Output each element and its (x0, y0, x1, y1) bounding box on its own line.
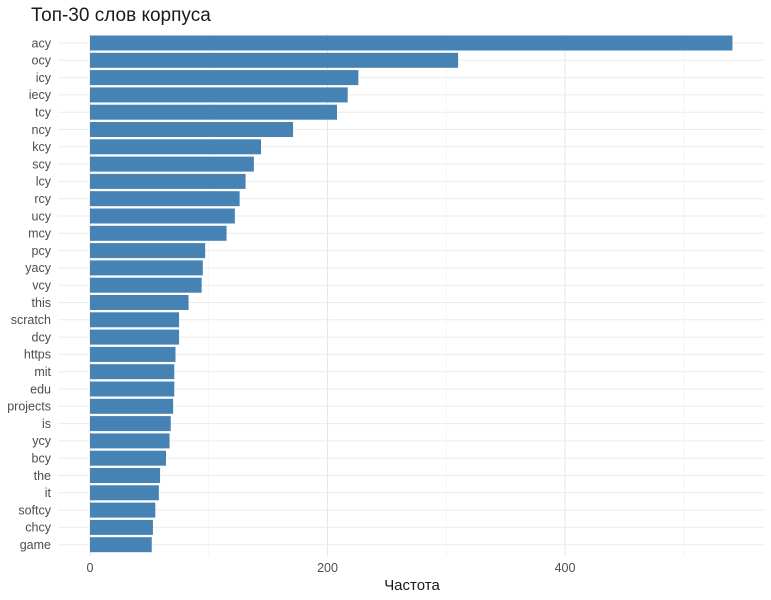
bar-this (90, 295, 189, 310)
bar-game (90, 537, 152, 553)
y-tick-label: acy (32, 36, 52, 50)
bar-rcy (90, 191, 240, 207)
bar-tcy (90, 104, 337, 120)
y-tick-label: softcy (18, 503, 51, 517)
x-tick-label: 400 (555, 561, 576, 575)
y-tick-label: vcy (32, 279, 52, 293)
y-tick-label: ucy (32, 209, 52, 223)
y-tick-label: mit (34, 365, 51, 379)
y-tick-label: kcy (32, 140, 52, 154)
bar-ncy (90, 122, 294, 137)
bar-https (90, 346, 176, 362)
bars (90, 35, 733, 553)
bar-is (90, 416, 171, 432)
y-tick-label: projects (7, 400, 51, 414)
bar-dcy (90, 329, 180, 345)
bar-icy (90, 70, 359, 86)
bar-mcy (90, 225, 227, 241)
bar-bcy (90, 450, 166, 466)
y-tick-label: bcy (32, 452, 52, 466)
y-tick-label: mcy (28, 227, 52, 241)
bar-iecy (90, 87, 348, 103)
bar-the (90, 468, 161, 483)
y-tick-label: tcy (35, 106, 52, 120)
bar-edu (90, 381, 175, 397)
bar-scratch (90, 312, 180, 328)
y-tick-label: rcy (34, 192, 51, 206)
bar-vcy (90, 277, 202, 293)
y-tick-label: is (42, 417, 51, 431)
y-tick-label: game (20, 538, 51, 552)
x-axis-label: Частота (384, 577, 440, 594)
y-tick-label: it (45, 486, 52, 500)
x-axis-ticks: 0 200 400 (87, 561, 576, 575)
y-tick-label: this (32, 296, 51, 310)
bar-ucy (90, 208, 235, 224)
bar-mit (90, 364, 175, 380)
y-tick-label: ocy (32, 54, 52, 68)
bar-acy (90, 35, 733, 51)
x-tick-label: 200 (317, 561, 338, 575)
y-tick-label: pcy (32, 244, 52, 258)
y-tick-label: scratch (11, 313, 51, 327)
y-tick-label: ycy (32, 434, 52, 448)
y-tick-label: chcy (25, 521, 51, 535)
y-tick-label: yacy (25, 261, 51, 275)
bar-kcy (90, 139, 261, 155)
chart-title: Топ-30 слов корпуса (31, 5, 211, 26)
bar-projects (90, 398, 174, 414)
y-tick-label: lcy (36, 175, 52, 189)
y-tick-label: ncy (32, 123, 52, 137)
y-tick-label: edu (30, 382, 51, 396)
bar-yacy (90, 260, 203, 276)
bar-ocy (90, 52, 459, 68)
y-tick-label: scy (32, 157, 52, 171)
y-tick-label: dcy (32, 330, 52, 344)
y-tick-label: https (24, 348, 51, 362)
bar-chcy (90, 519, 153, 535)
y-tick-label: the (34, 469, 51, 483)
y-axis-ticks: acy ocy icy iecy tcy ncy kcy scy lcy rcy ucy mcy pcy… (7, 36, 52, 552)
y-tick-label: iecy (29, 88, 52, 102)
bar-softcy (90, 502, 156, 518)
bar-ycy (90, 433, 170, 449)
y-tick-label: icy (36, 71, 52, 85)
bar-scy (90, 156, 254, 172)
x-tick-label: 0 (87, 561, 94, 575)
bar-pcy (90, 243, 206, 259)
bar-it (90, 485, 159, 501)
bar-lcy (90, 173, 246, 189)
